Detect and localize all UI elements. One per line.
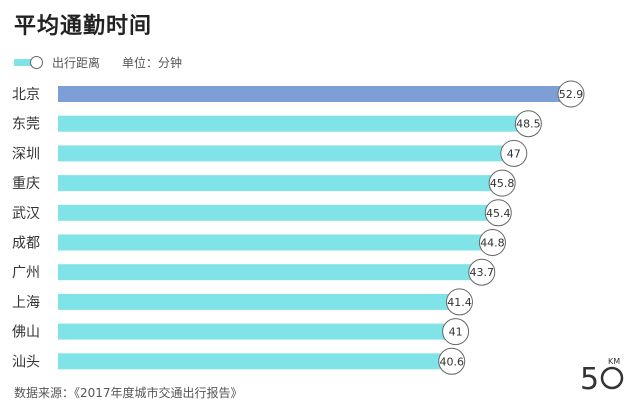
legend-swatch-icon: [14, 56, 44, 69]
logo-50km-icon: 5 KM: [580, 357, 624, 396]
value-label: 44.8: [480, 237, 505, 250]
bar: [58, 145, 514, 162]
category-label: 重庆: [12, 176, 40, 192]
value-label-circle: [488, 169, 516, 197]
bar: [58, 86, 571, 102]
category-label: 佛山: [12, 325, 40, 341]
bar: [58, 204, 499, 221]
value-label-circle: [484, 199, 512, 227]
chart-title: 平均通勤时间: [14, 14, 153, 39]
logo-digit: 5: [580, 362, 599, 396]
value-label: 43.7: [470, 266, 495, 279]
bar: [58, 293, 460, 310]
category-label: 广州: [12, 265, 40, 281]
value-label: 48.5: [516, 118, 541, 131]
bar: [58, 323, 456, 340]
value-label: 47: [507, 147, 521, 160]
legend-unit-label: 单位：分钟: [122, 55, 183, 70]
value-label-circle: [514, 110, 542, 138]
value-label-circle: [438, 347, 466, 375]
category-label: 北京: [12, 87, 40, 103]
bar: [58, 115, 529, 132]
value-label-circle: [557, 80, 585, 108]
value-label: 45.4: [486, 207, 511, 220]
legend: 出行距离 单位：分钟: [14, 54, 182, 70]
bar: [58, 353, 452, 370]
value-label-circle: [445, 288, 473, 316]
value-label-circle: [442, 318, 470, 346]
category-label: 上海: [12, 295, 40, 311]
category-label: 成都: [12, 236, 40, 252]
data-source: 数据来源：《2017年度城市交通出行报告》: [14, 386, 243, 400]
category-label: 深圳: [12, 146, 40, 162]
legend-series-label: 出行距离: [52, 55, 101, 70]
value-label: 40.6: [439, 355, 464, 368]
category-label: 汕头: [12, 354, 40, 370]
value-label: 52.9: [559, 88, 584, 101]
bar: [58, 175, 503, 192]
value-label: 45.8: [490, 177, 515, 190]
value-label: 41.4: [447, 296, 472, 309]
logo-zero-ring: [600, 366, 624, 390]
value-label-circle: [478, 229, 506, 256]
value-label: 41: [449, 326, 463, 339]
bar: [58, 234, 493, 251]
bar: [58, 264, 482, 281]
logo-suffix: KM: [608, 357, 620, 366]
value-label-circle: [500, 139, 528, 167]
value-label-circle: [468, 258, 496, 286]
category-label: 武汉: [12, 206, 40, 222]
category-label: 东莞: [12, 117, 40, 133]
